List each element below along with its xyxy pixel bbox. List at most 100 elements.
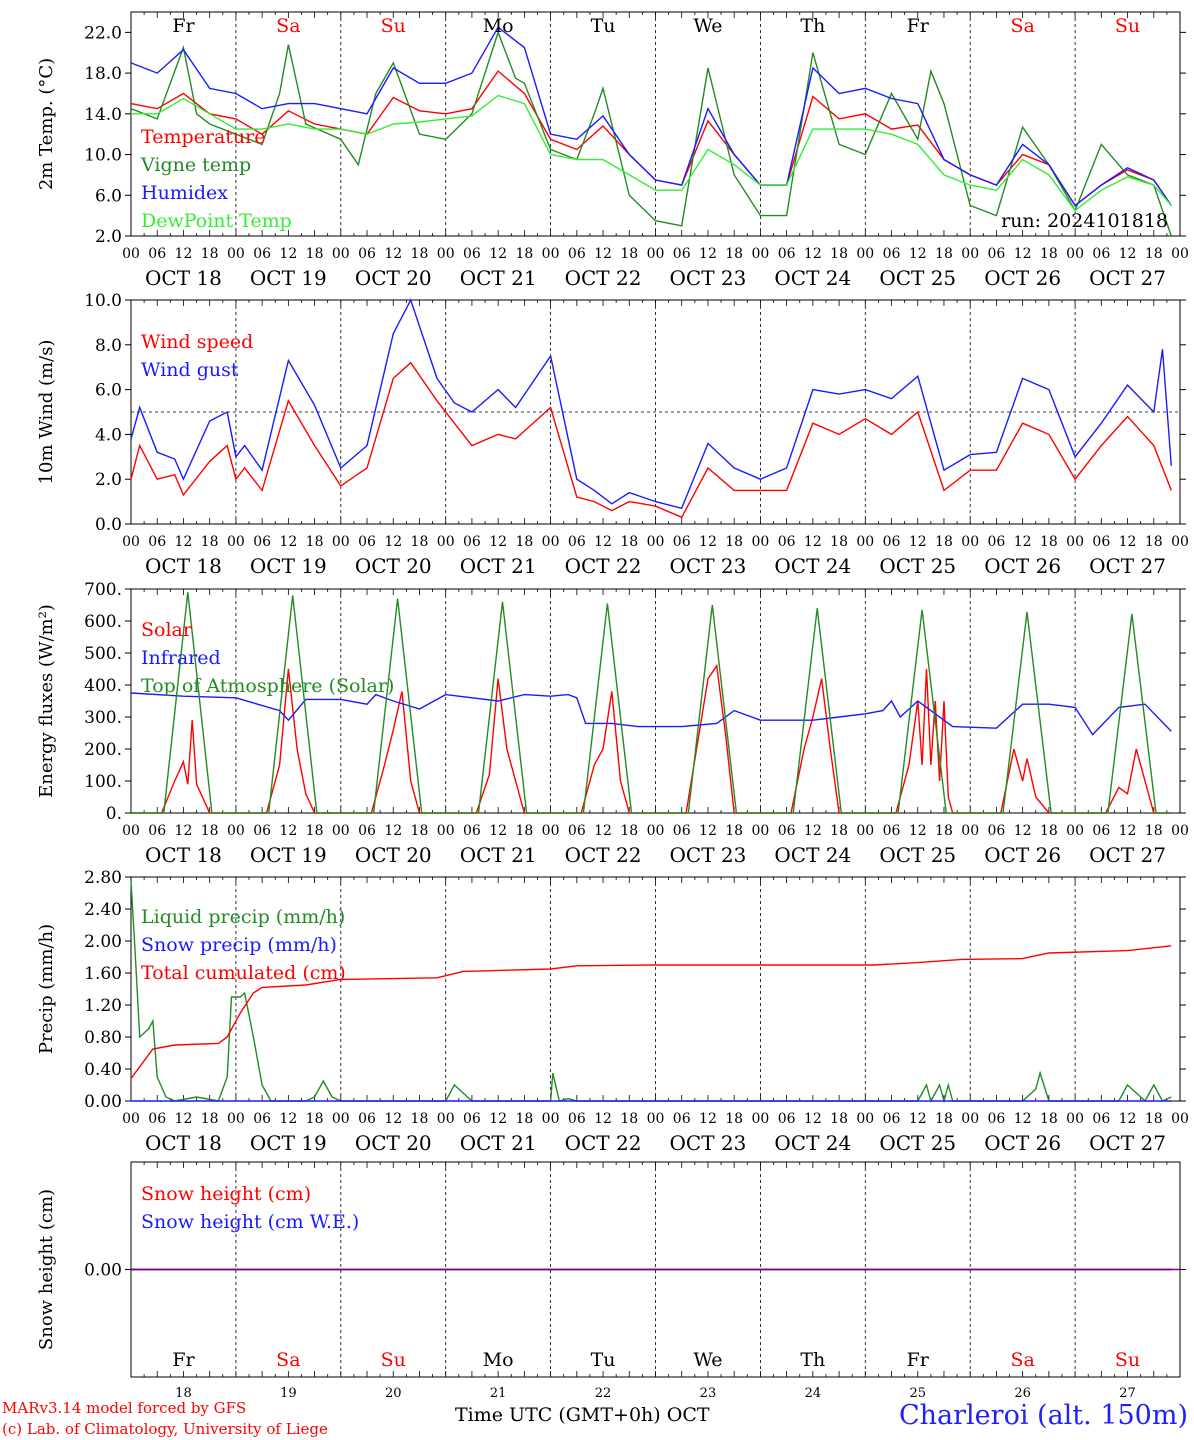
legend-entry: Snow precip (mm/h) (141, 934, 337, 956)
x-tick-label: 18 (935, 534, 953, 550)
date-label: OCT 27 (1089, 1131, 1166, 1155)
x-tick-label: 06 (1092, 246, 1110, 262)
date-label: OCT 27 (1089, 266, 1166, 290)
day-name: Tu (591, 1349, 616, 1371)
date-label: OCT 26 (984, 1131, 1061, 1155)
x-tick-label: 00 (856, 823, 874, 839)
x-tick-label: 06 (1092, 1111, 1110, 1127)
run-label: run: 2024101818 (1001, 210, 1168, 232)
date-label: OCT 19 (250, 1131, 327, 1155)
x-tick-label: 06 (253, 1111, 271, 1127)
time-axis-text: Time UTC (GMT+0h) (455, 1404, 661, 1426)
y-tick-label: 0.40 (84, 1060, 122, 1080)
x-tick-label: 12 (279, 246, 297, 262)
day-name: Fr (172, 15, 195, 37)
x-tick-label: 18 (306, 534, 324, 550)
y-tick-label: 200. (84, 740, 122, 760)
x-tick-label: 12 (384, 534, 402, 550)
day-name: We (693, 1349, 722, 1371)
y-tick-label: 8.0 (95, 336, 122, 356)
x-tick-label: 00 (1171, 823, 1189, 839)
date-label: OCT 21 (460, 843, 537, 867)
x-tick-label: 12 (594, 534, 612, 550)
legend-entry: Liquid precip (mm/h) (141, 906, 345, 928)
x-tick-label: 00 (1171, 534, 1189, 550)
x-tick-label: 00 (856, 246, 874, 262)
x-tick-label: 18 (201, 823, 219, 839)
x-tick-label: 18 (620, 1111, 638, 1127)
panel-2: 0.0 2.0 4.0 6.0 8.0 10.0 10m Wind (m/s) Wind sp… (36, 291, 1189, 578)
x-tick-label: 00 (961, 534, 979, 550)
x-tick-label: 00 (961, 1111, 979, 1127)
date-label: OCT 18 (145, 1131, 222, 1155)
x-tick-label: 06 (988, 534, 1006, 550)
x-tick-label: 18 (411, 1111, 429, 1127)
legend-entry: Total cumulated (cm) (141, 962, 346, 984)
day-number: 26 (1014, 1386, 1031, 1400)
x-tick-label: 18 (306, 1111, 324, 1127)
x-tick-label: 00 (227, 246, 245, 262)
y-tick-label: 400. (84, 676, 122, 696)
x-tick-label: 18 (1145, 534, 1163, 550)
x-tick-label: 00 (647, 823, 665, 839)
series-line-total-cumulated-cm- (130, 945, 1172, 1080)
y-axis-label: 10m Wind (m/s) (36, 340, 57, 485)
x-tick-label: 18 (1145, 246, 1163, 262)
series-line-dewpoint-temp (131, 94, 1172, 212)
series-line-temperature (130, 70, 1172, 207)
x-tick-label: 06 (463, 246, 481, 262)
x-tick-label: 06 (568, 534, 586, 550)
x-tick-label: 00 (437, 1111, 455, 1127)
x-tick-label: 18 (1040, 1111, 1058, 1127)
x-tick-label: 00 (647, 246, 665, 262)
x-tick-label: 18 (830, 1111, 848, 1127)
date-label: OCT 25 (879, 266, 956, 290)
x-tick-label: 06 (1092, 534, 1110, 550)
x-tick-label: 18 (1145, 1111, 1163, 1127)
y-tick-label: 0.00 (84, 1092, 122, 1112)
x-tick-label: 06 (358, 1111, 376, 1127)
series-line-top-of-atmosphere-solar- (131, 592, 1172, 814)
x-tick-label: 12 (699, 246, 717, 262)
x-tick-label: 00 (227, 1111, 245, 1127)
x-tick-label: 12 (1014, 534, 1032, 550)
x-tick-label: 12 (909, 246, 927, 262)
date-label: OCT 19 (250, 554, 327, 578)
x-tick-label: 18 (1040, 534, 1058, 550)
date-label: OCT 18 (145, 843, 222, 867)
day-name: Fr (172, 1349, 195, 1371)
panel-3: 0. 100. 200. 300. 400. 500. 600. 700. Energy flu… (36, 580, 1189, 867)
x-tick-label: 18 (411, 246, 429, 262)
x-tick-label: 06 (148, 534, 166, 550)
x-tick-label: 00 (647, 534, 665, 550)
x-tick-label: 18 (620, 246, 638, 262)
y-tick-label: 6.0 (95, 381, 122, 401)
x-tick-label: 06 (148, 823, 166, 839)
x-tick-label: 12 (279, 534, 297, 550)
credits-line-1: MARv3.14 model forced by GFS (2, 1399, 247, 1417)
legend-entry: Infrared (141, 647, 221, 669)
x-tick-label: 00 (437, 823, 455, 839)
date-label: OCT 24 (774, 1131, 851, 1155)
day-name: Sa (1010, 15, 1034, 37)
series-line-liquid-precip-mm-h- (130, 880, 1172, 1104)
day-name: Th (800, 1349, 825, 1371)
x-tick-label: 06 (253, 823, 271, 839)
x-tick-label: 00 (542, 1111, 560, 1127)
x-tick-label: 06 (778, 823, 796, 839)
day-name: Fr (907, 15, 930, 37)
x-tick-label: 12 (1014, 823, 1032, 839)
meteogram: 2.0 6.0 10.0 14.0 18.0 22.0 2m Temp. (°C) Tempe… (36, 11, 1189, 1400)
legend-entry: Snow height (cm) (141, 1183, 311, 1205)
y-tick-label: 2.40 (84, 900, 122, 920)
day-name: Mo (483, 15, 514, 37)
x-tick-label: 06 (778, 1111, 796, 1127)
legend-entry: DewPoint Temp (141, 210, 292, 232)
x-tick-label: 06 (358, 246, 376, 262)
x-tick-label: 00 (751, 534, 769, 550)
y-tick-label: 700. (84, 580, 122, 600)
legend-entry: Vigne temp (140, 154, 251, 176)
date-label: OCT 21 (460, 1131, 537, 1155)
day-name: Su (1115, 1349, 1140, 1371)
x-tick-label: 18 (201, 534, 219, 550)
